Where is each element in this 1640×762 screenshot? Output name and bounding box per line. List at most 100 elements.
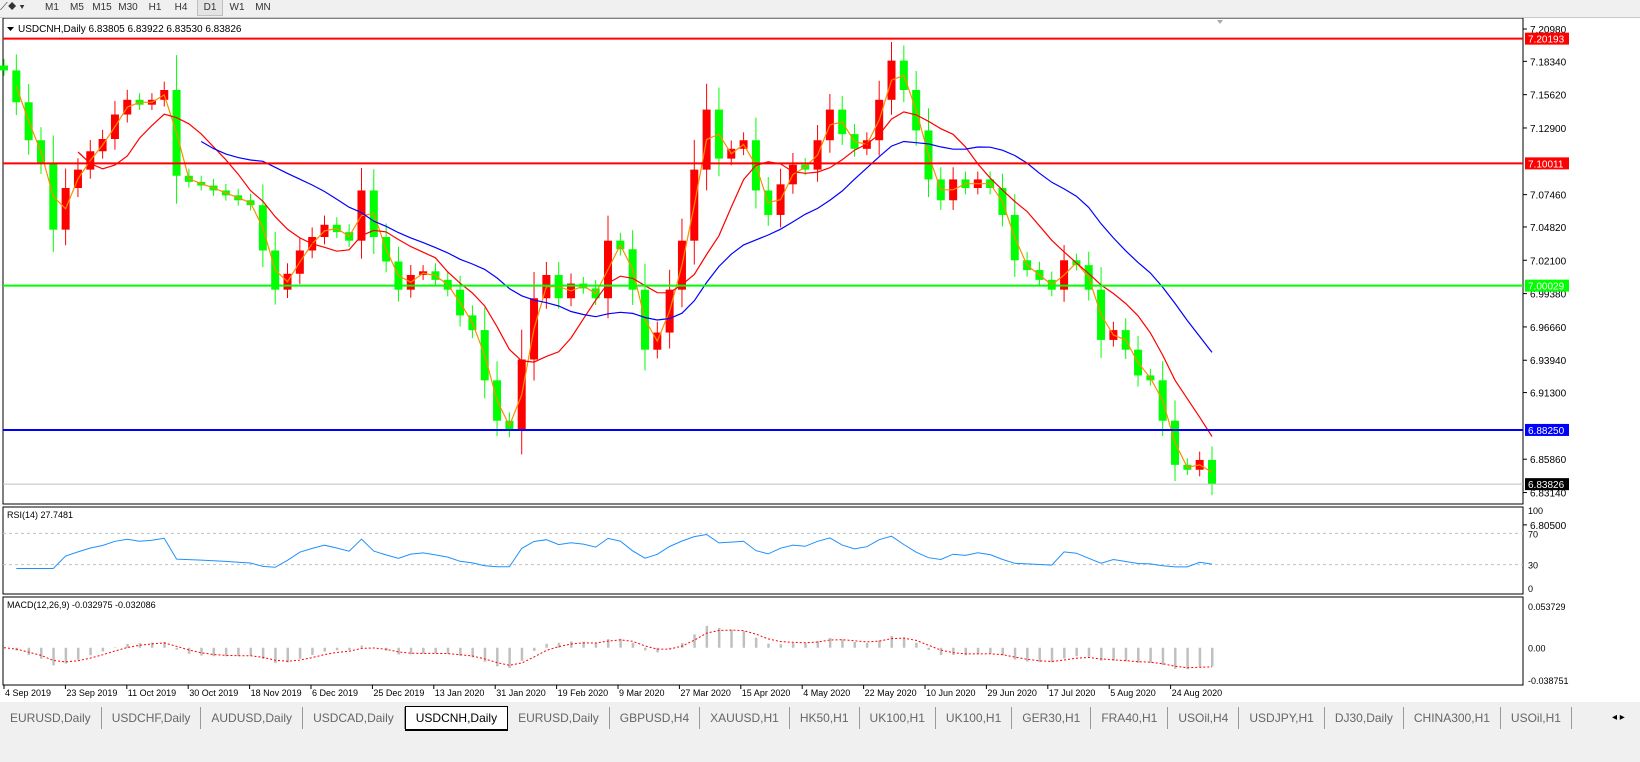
macd-histogram-bar — [1124, 647, 1128, 662]
chart-window[interactable]: USDCNH,Daily 6.83805 6.83922 6.83530 6.8… — [0, 17, 1640, 702]
date-tick-label: 18 Nov 2019 — [251, 688, 302, 698]
macd-pane — [2, 596, 1524, 686]
chart-tab[interactable]: HK50,H1 — [790, 707, 860, 729]
macd-histogram-bar — [1087, 647, 1091, 657]
macd-tick-label: -0.038751 — [1528, 676, 1569, 686]
macd-histogram-bar — [126, 643, 129, 648]
chart-tab[interactable]: USDCAD,Daily — [303, 707, 405, 729]
macd-histogram-bar — [409, 647, 413, 655]
macd-histogram-bar — [52, 647, 55, 666]
date-tick-label: 29 Jun 2020 — [987, 688, 1037, 698]
chart-tab[interactable]: USDJPY,H1 — [1239, 707, 1325, 729]
chart-tab[interactable]: XAUUSD,H1 — [700, 707, 790, 729]
date-tick-label: 17 Jul 2020 — [1049, 688, 1096, 698]
macd-histogram-bar — [779, 644, 783, 648]
macd-histogram-bar — [1174, 647, 1177, 669]
macd-histogram-bar — [187, 647, 191, 654]
timeframe-w1-button[interactable]: W1 — [229, 2, 245, 13]
chart-tab[interactable]: CHINA300,H1 — [1404, 707, 1501, 729]
price-label: 6.88250 — [1528, 426, 1565, 437]
macd-histogram-bar — [1186, 647, 1189, 670]
chart-tab[interactable]: UK100,H1 — [860, 707, 936, 729]
macd-histogram-bar — [1149, 647, 1152, 663]
macd-histogram-bar — [274, 647, 277, 664]
price-tick-label: 6.93940 — [1530, 356, 1567, 367]
chart-tab[interactable]: USOil,H1 — [1501, 707, 1572, 729]
ma-slow-line — [200, 140, 1213, 353]
macd-histogram-bar — [1001, 647, 1004, 656]
macd-histogram-bar — [113, 647, 117, 648]
macd-histogram-bar — [582, 641, 585, 648]
macd-histogram-bar — [717, 627, 721, 648]
macd-histogram-bar — [459, 647, 462, 656]
macd-histogram-bar — [853, 642, 857, 648]
main-pane — [2, 17, 1524, 505]
macd-histogram-bar — [163, 641, 166, 648]
timeframe-d1-button[interactable]: D1 — [197, 0, 223, 16]
macd-histogram-bar — [323, 647, 326, 652]
timeframe-m1-button[interactable]: M1 — [45, 2, 59, 13]
chart-tabs: EURUSD,Daily USDCHF,Daily AUDUSD,Daily USDC… — [0, 706, 1572, 731]
macd-histogram-bar — [508, 647, 511, 668]
macd-histogram-bar — [791, 643, 795, 648]
date-tick-label: 9 Mar 2020 — [619, 688, 665, 698]
macd-histogram-bar — [471, 647, 474, 658]
macd-histogram-bar — [927, 647, 930, 650]
macd-tick-label: 0.053729 — [1528, 602, 1566, 612]
date-tick-label: 6 Dec 2019 — [312, 688, 358, 698]
price-label: 6.83826 — [1528, 480, 1565, 491]
date-tick-label: 15 Apr 2020 — [742, 688, 791, 698]
timeframe-h4-button[interactable]: H4 — [174, 2, 188, 13]
chart-tab[interactable]: EURUSD,Daily — [0, 707, 102, 729]
chart-tab[interactable]: AUDUSD,Daily — [201, 707, 304, 729]
macd-histogram-bar — [1100, 647, 1103, 661]
macd-histogram-bar — [422, 647, 425, 654]
macd-histogram-bar — [496, 647, 499, 667]
macd-histogram-bar — [989, 647, 992, 654]
date-tick-label: 11 Oct 2019 — [128, 688, 176, 698]
macd-histogram-bar — [483, 647, 487, 662]
timeframe-mn-button[interactable]: MN — [255, 2, 271, 13]
macd-histogram-bar — [249, 647, 253, 656]
chart-tab[interactable]: USDCHF,Daily — [102, 707, 202, 729]
chart-tab[interactable]: USOil,H4 — [1168, 707, 1240, 729]
rsi-pane — [2, 506, 1524, 595]
chart-tab[interactable]: GBPUSD,H4 — [610, 707, 701, 729]
macd-histogram-bar — [915, 642, 918, 648]
tab-scroll-arrows-icon[interactable]: ◂ ▸ — [1612, 712, 1625, 723]
chart-tab[interactable]: DJ30,Daily — [1325, 707, 1404, 729]
macd-histogram-bar — [533, 647, 536, 651]
price-tick-label: 6.83140 — [1530, 489, 1567, 500]
macd-histogram-bar — [1198, 647, 1202, 667]
macd-histogram-bar — [200, 647, 203, 656]
chart-tab[interactable]: FRA40,H1 — [1091, 707, 1169, 729]
candle-body — [0, 65, 8, 71]
date-tick-label: 4 Sep 2019 — [5, 688, 51, 698]
date-tick-label: 19 Feb 2020 — [558, 688, 609, 698]
macd-label: MACD(12,26,9) -0.032975 -0.032086 — [7, 600, 156, 610]
chart-tab[interactable]: GER30,H1 — [1012, 707, 1092, 729]
price-tick-label: 7.07460 — [1530, 191, 1567, 202]
timeframe-h1-button[interactable]: H1 — [148, 2, 162, 13]
macd-histogram-bar — [878, 640, 881, 648]
timeframe-m30-button[interactable]: M30 — [118, 2, 138, 13]
drawing-tools-icon[interactable]: ⟋◆ ▾ — [0, 1, 25, 13]
rsi-level-label: 0 — [1528, 584, 1533, 594]
timeframe-m15-button[interactable]: M15 — [92, 2, 112, 13]
macd-histogram-bar — [520, 647, 524, 661]
chart-tab[interactable]: USDCNH,Daily — [404, 706, 509, 731]
date-tick-label: 25 Dec 2019 — [373, 688, 424, 698]
macd-histogram-bar — [1211, 647, 1214, 667]
price-tick-label: 7.18340 — [1530, 57, 1567, 68]
macd-histogram-bar — [939, 647, 943, 656]
macd-histogram-bar — [1161, 647, 1165, 666]
chart-shift-marker-icon — [1217, 20, 1223, 24]
macd-histogram-bar — [212, 647, 216, 657]
chart-canvas[interactable]: USDCNH,Daily 6.83805 6.83922 6.83530 6.8… — [0, 17, 1640, 702]
chart-tab[interactable]: UK100,H1 — [936, 707, 1013, 729]
macd-signal-line — [3, 629, 1213, 669]
chart-tab[interactable]: EURUSD,Daily — [508, 707, 610, 729]
date-tick-label: 30 Oct 2019 — [189, 688, 238, 698]
timeframe-m5-button[interactable]: M5 — [70, 2, 84, 13]
date-tick-label: 27 Mar 2020 — [680, 688, 731, 698]
